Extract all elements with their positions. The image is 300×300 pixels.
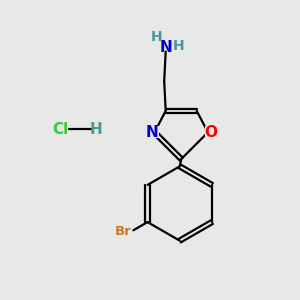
Text: H: H [150, 30, 162, 44]
Text: H: H [90, 122, 103, 137]
Bar [205, 126, 217, 138]
Text: Br: Br [115, 225, 132, 238]
Text: N: N [159, 40, 172, 55]
Text: O: O [204, 125, 218, 140]
Text: Cl: Cl [53, 122, 69, 137]
Text: N: N [146, 125, 158, 140]
Bar [146, 126, 159, 138]
Text: H: H [172, 38, 184, 52]
